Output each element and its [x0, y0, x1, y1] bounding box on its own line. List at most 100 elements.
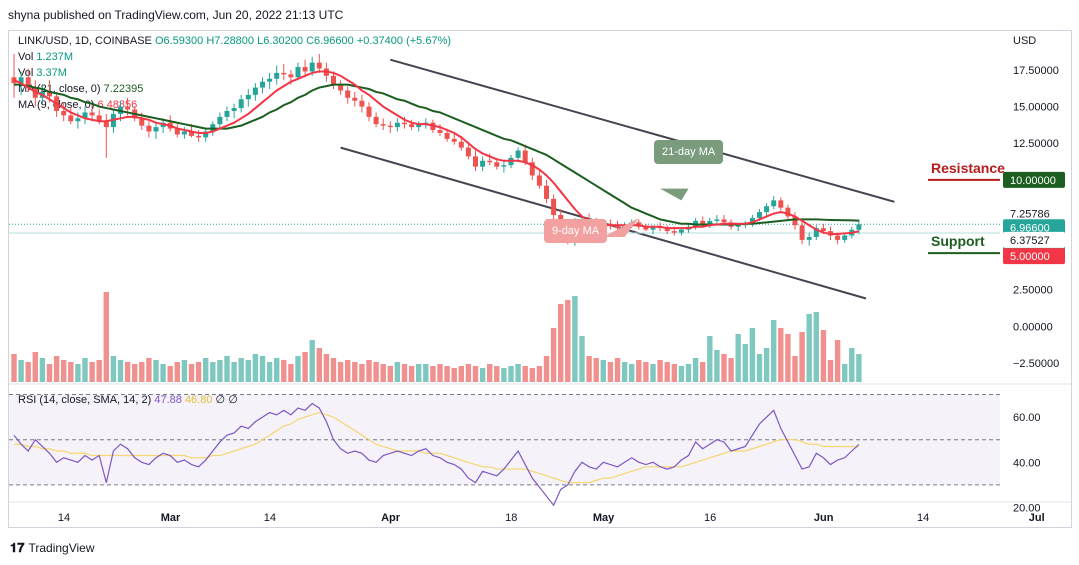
resistance-price-tag-bg [1003, 171, 1065, 188]
volume-bar [146, 358, 152, 382]
volume-bar [487, 364, 493, 382]
change-value: +0.37400 (+5.67%) [356, 35, 452, 47]
tradingview-logo-icon: 𝟏𝟕 [10, 540, 25, 555]
candle-body [536, 175, 542, 186]
candle-body [203, 131, 209, 138]
candle-body [813, 228, 819, 237]
volume-legend-2[interactable]: Vol 3.37M [18, 67, 67, 79]
support-price-tag: 5.00000 [1010, 251, 1050, 263]
volume-bar [437, 364, 443, 382]
candle-body [749, 217, 755, 224]
volume-bar [579, 336, 585, 382]
volume-bar [25, 362, 31, 382]
ma21-price-tag-bg [1003, 205, 1065, 222]
volume-bar [245, 360, 251, 382]
rsi-legend[interactable]: RSI (14, close, SMA, 14, 2) 47.88 46.80 … [18, 393, 238, 406]
volume-bar [806, 314, 812, 382]
volume-bar [508, 366, 514, 382]
candle-body [451, 138, 457, 142]
candle-body [664, 228, 670, 232]
volume-bar [153, 360, 159, 382]
volume-bar [636, 360, 642, 382]
volume-bar [252, 354, 259, 382]
volume-bar [345, 360, 351, 382]
x-tick-label: 14 [917, 512, 929, 524]
candle-body [409, 124, 415, 128]
volume-bar [174, 362, 180, 382]
volume-bar [352, 362, 358, 382]
volume-bar [401, 364, 408, 382]
candle-body [302, 67, 308, 72]
candle-body [331, 75, 336, 85]
volume-bar [721, 354, 727, 382]
candle-body [678, 229, 684, 233]
volume-bar [387, 366, 393, 382]
candle-body [643, 226, 649, 230]
rsi-tick-label: 60.00 [1013, 412, 1041, 424]
candle-body [309, 62, 315, 72]
candle-body [650, 226, 656, 230]
x-tick-label: Jul [1029, 512, 1045, 524]
volume-bar [75, 364, 81, 382]
open-value: O6.59300 [154, 35, 204, 47]
volume-bar [274, 358, 280, 382]
volume-bar [771, 320, 777, 382]
x-tick-label: May [593, 512, 615, 524]
volume-bar [778, 328, 784, 382]
volume-bar [572, 296, 578, 382]
ma9-price-tag-bg [1003, 231, 1065, 248]
rsi-sma-value: 46.80 [184, 394, 213, 406]
x-tick-label: 14 [264, 512, 276, 524]
candle-body [189, 131, 194, 136]
volume-bar [408, 366, 415, 382]
candle-body [373, 116, 379, 125]
candle-body [139, 118, 145, 126]
candle-body [96, 115, 102, 122]
volume-bar [714, 350, 720, 382]
volume-bar [18, 360, 24, 382]
volume-bar [32, 352, 38, 382]
candle-body [61, 110, 67, 116]
candle-body [103, 121, 109, 128]
close-price-tag-bg [1003, 219, 1065, 236]
volume-legend[interactable]: Vol 1.237M [18, 51, 73, 63]
candle-body [820, 228, 826, 232]
volume-bar [117, 360, 124, 382]
candle-body [835, 235, 841, 240]
symbol-pair[interactable]: LINK/USD, 1D, COINBASE [18, 35, 152, 47]
price-tick-label: 2.50000 [1013, 285, 1053, 297]
candle-body [281, 72, 287, 75]
ma21-legend[interactable]: MA (21, close, 0) 7.22395 [18, 83, 143, 95]
volume-bar [735, 334, 741, 382]
volume-bar [550, 328, 557, 382]
volume-bar [700, 362, 706, 382]
volume-bar [749, 328, 756, 382]
volume-bar [558, 304, 564, 382]
currency-label: USD [1013, 35, 1037, 47]
volume-bar [444, 366, 450, 382]
x-tick-label: Jun [814, 512, 834, 524]
candle-body [260, 81, 265, 88]
resistance-price-tag: 10.00000 [1010, 175, 1056, 187]
volume-bar [842, 364, 848, 382]
volume-bar [359, 364, 365, 382]
volume-bar [621, 362, 628, 382]
volume-bar [195, 362, 202, 382]
candle-body [785, 207, 791, 217]
volume-bar [607, 362, 614, 382]
volume-bar [366, 360, 372, 382]
volume-bar [834, 340, 841, 382]
ma9-price-tag: 6.37527 [1010, 235, 1050, 247]
vol-label: Vol [18, 51, 34, 63]
candle-body [402, 122, 407, 125]
volume-bar [472, 366, 479, 382]
footer-brand[interactable]: TradingView [28, 541, 95, 555]
x-tick-label: 16 [704, 512, 716, 524]
candle-body [217, 116, 223, 125]
volume-bar [39, 358, 46, 382]
volume-bar [849, 348, 855, 382]
candle-body [352, 97, 358, 101]
volume-bar [763, 348, 770, 382]
price-tick-label: 12.50000 [1013, 138, 1059, 150]
